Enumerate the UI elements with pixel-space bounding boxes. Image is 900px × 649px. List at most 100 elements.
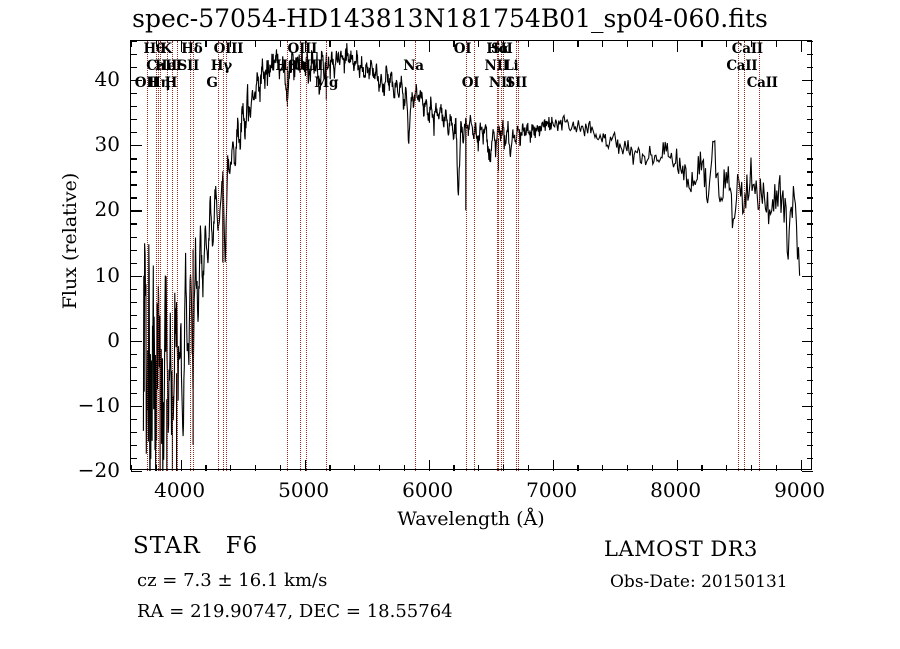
y-tick-right [807,106,813,108]
x-tick [527,465,530,471]
x-tick [651,465,654,471]
line-marker-CaII [743,41,745,471]
y-tick-right [807,301,813,303]
x-tick [304,460,306,471]
spectrum-curve [142,43,801,471]
y-tick-right [807,249,813,251]
y-tick-right [802,340,813,342]
x-tick [379,465,381,471]
y-tick-right [802,471,813,473]
x-tick [800,460,802,471]
y-tick-right [807,171,813,173]
y-tick [131,340,142,342]
line-marker-SII [517,41,519,471]
y-tick-right [802,80,813,82]
y-tick-label: −20 [77,458,120,482]
x-tick [279,465,282,471]
line-marker-H [498,41,500,471]
y-tick-right [807,431,813,434]
line-marker-H [222,41,224,471]
y-tick-right [802,405,813,408]
x-tick-top [751,41,753,47]
line-marker-H [193,41,195,471]
y-tick [131,132,137,134]
y-tick-label: 20 [94,197,120,222]
y-tick-right [807,197,813,199]
y-tick-label: 40 [94,67,120,92]
x-tick-top [602,41,604,47]
y-tick-right [807,327,813,329]
y-tick [131,379,137,382]
page-title: spec-57054-HD143813N181754B01_sp04-060.f… [132,4,768,33]
x-tick-top [651,41,654,47]
x-tick-top [205,41,207,47]
y-tick-right [807,458,813,460]
y-tick [131,366,137,369]
y-tick-right [802,210,813,212]
line-marker-NII [500,41,502,471]
x-tick-top [279,41,282,47]
x-tick-top [329,41,331,47]
y-tick [131,301,137,303]
y-tick [131,184,137,186]
x-tick-label: 9000 [774,478,826,502]
x-tick [428,460,430,471]
y-tick-right [807,288,813,290]
y-tick [131,80,142,82]
x-tick [602,465,604,471]
x-tick [255,465,257,471]
line-marker-H [160,41,162,471]
y-tick [131,145,142,147]
y-tick [131,236,137,238]
y-tick [131,119,137,121]
y-tick-right [807,236,813,238]
line-marker-G [218,41,220,471]
y-tick-right [807,119,813,121]
x-tick-top [453,41,455,47]
y-tick [131,67,137,69]
y-tick-right [807,366,813,369]
y-tick-right [802,145,813,147]
line-marker-OI [473,41,475,471]
y-tick-label: −10 [77,392,120,417]
x-tick [180,460,182,471]
x-tick-top [403,41,406,47]
x-tick-top [304,41,306,52]
y-tick [131,171,137,173]
x-tick-top [180,41,182,52]
x-tick [552,460,554,471]
x-tick-label: 8000 [650,478,702,502]
x-tick-top [503,41,505,47]
y-tick-right [807,67,813,69]
y-tick-right [807,132,813,134]
y-tick [131,458,137,460]
plot-area [130,40,813,473]
y-tick [131,288,137,290]
x-tick [751,465,753,471]
line-marker-CaII [758,41,760,471]
y-tick [131,431,137,434]
x-tick-top [775,41,778,47]
line-marker-NII [496,41,498,471]
y-tick [131,197,137,199]
x-tick-top [230,41,232,47]
x-tick [577,465,579,471]
line-marker-Li [516,41,518,471]
coordinates: RA = 219.90747, DEC = 18.55764 [137,601,453,622]
x-tick [131,465,133,471]
line-marker-OIII [299,41,301,471]
redshift-velocity: cz = 7.3 ± 16.1 km/s [137,570,328,591]
x-tick [701,465,703,471]
y-tick-label: 10 [94,262,120,287]
x-tick [775,465,778,471]
y-tick [131,353,137,355]
x-tick [155,465,158,471]
y-tick-label: 30 [94,132,120,157]
x-tick-label: 4000 [154,478,206,502]
x-tick [230,465,232,471]
y-tick [131,41,137,43]
x-tick [627,465,629,471]
y-tick-right [807,262,813,264]
x-tick-top [379,41,381,47]
